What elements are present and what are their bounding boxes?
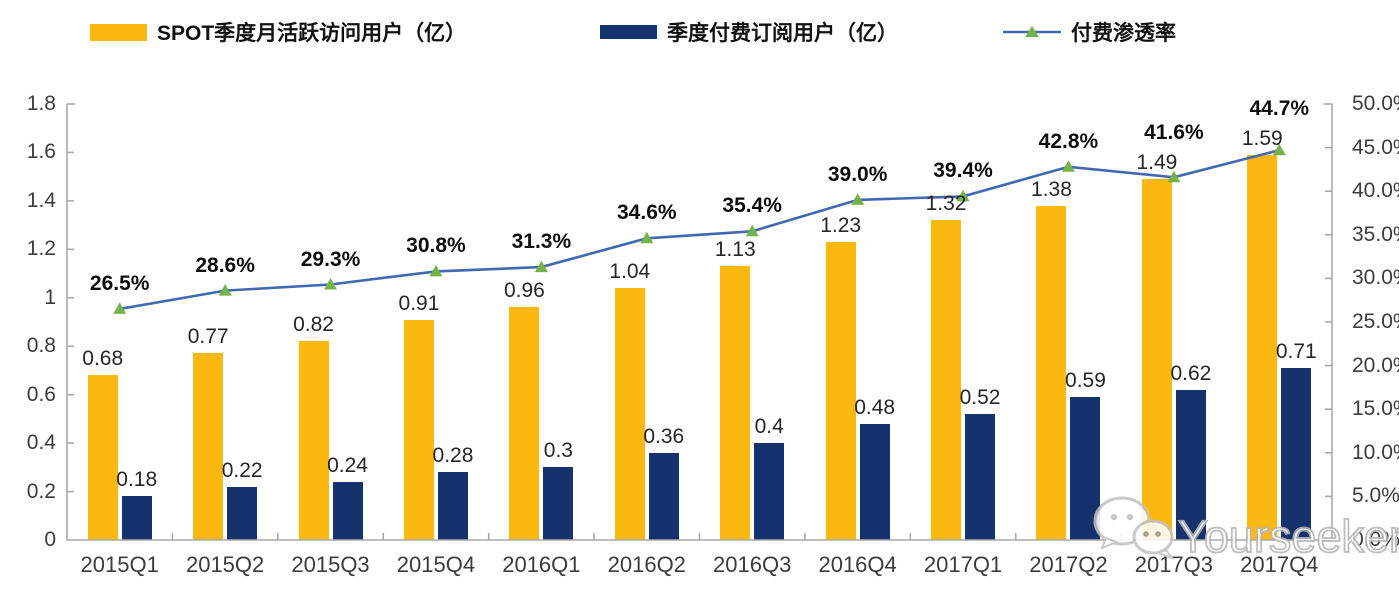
penetration-line (119, 148, 1280, 311)
penetration-marker-icon (324, 278, 338, 290)
bar-mau (509, 307, 540, 540)
bar-subscribers (965, 414, 996, 540)
watermark-text: Yourseeker (1178, 511, 1399, 562)
bar-mau (298, 341, 329, 540)
bar-mau (87, 375, 118, 540)
bar-subscribers (543, 467, 574, 540)
chart-legend: SPOT季度月活跃访问用户（亿） 季度付费订阅用户（亿） 付费渗透率 (0, 14, 1399, 54)
bar-mau (825, 242, 856, 540)
penetration-marker-icon (1272, 143, 1286, 156)
bar-subscribers (1175, 389, 1206, 540)
bar-subscribers (648, 452, 679, 540)
bar-mau (1036, 205, 1067, 540)
yourseeker-watermark: Yourseeker (1093, 496, 1399, 563)
bar-mau (193, 353, 224, 540)
bar-mau (720, 266, 751, 540)
penetration-marker-icon (745, 224, 759, 237)
bar-subscribers (859, 423, 890, 540)
penetration-marker-icon (218, 284, 232, 296)
bar-mau (614, 288, 645, 540)
bar-subscribers (227, 486, 258, 540)
bar-subscribers (332, 481, 363, 540)
penetration-marker-icon (534, 260, 548, 273)
penetration-marker-icon (1061, 160, 1075, 172)
penetration-marker-icon (640, 231, 654, 244)
legend-item-0: SPOT季度月活跃访问用户（亿） (90, 14, 466, 50)
bar-mau (1141, 179, 1172, 540)
penetration-marker-icon (851, 193, 865, 205)
penetration-marker-icon (956, 189, 970, 202)
legend-item-2: 付费渗透率 (1003, 14, 1176, 50)
bar-subscribers (437, 472, 468, 540)
bar-mau (931, 220, 962, 540)
penetration-marker-icon (113, 302, 127, 314)
legend-label: 季度付费订阅用户（亿） (667, 22, 898, 45)
legend-swatch-icon (600, 25, 657, 39)
legend-label: SPOT季度月活跃访问用户（亿） (157, 22, 467, 45)
legend-swatch-icon (90, 23, 147, 41)
bar-mau (1247, 154, 1278, 540)
penetration-marker-icon (1167, 170, 1181, 183)
wechat-icon (1093, 496, 1175, 561)
bar-mau (403, 319, 434, 540)
legend-label: 付费渗透率 (1071, 22, 1176, 45)
legend-item-1: 季度付费订阅用户（亿） (600, 14, 898, 50)
penetration-marker-icon (429, 264, 443, 277)
bar-subscribers (121, 496, 152, 540)
bar-subscribers (754, 443, 785, 540)
bar-subscribers (1281, 368, 1312, 540)
legend-line-marker-icon (1003, 26, 1061, 37)
